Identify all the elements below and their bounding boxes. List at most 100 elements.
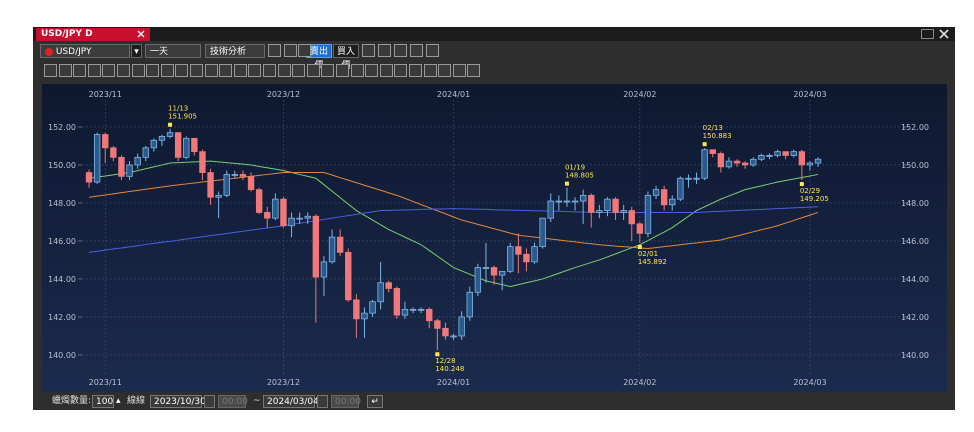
candle-body — [312, 215, 320, 278]
candle-body — [482, 267, 490, 269]
drawing-tool-icon[interactable] — [102, 64, 116, 77]
y-tick-label: 152.00 — [48, 123, 76, 132]
end-calendar[interactable] — [317, 395, 328, 408]
candle-body — [223, 174, 230, 196]
tool-icon[interactable] — [378, 44, 391, 57]
start-date[interactable]: 2023/10/30 — [150, 395, 206, 408]
tool-icon[interactable] — [362, 44, 375, 57]
candle-body — [652, 189, 660, 196]
period-select[interactable]: 一天 — [145, 44, 201, 58]
tab[interactable]: USD/JPY D — [36, 28, 150, 41]
y-tick-label: 148.00 — [901, 199, 929, 208]
x-tick-label: 2023/11 — [89, 90, 122, 99]
x-tick-label: 2023/12 — [267, 378, 300, 387]
flag-icon — [45, 47, 53, 56]
candle-body — [725, 160, 733, 168]
apply-button[interactable]: ↵ — [367, 395, 383, 408]
drawing-tool-icon[interactable] — [306, 64, 320, 77]
annotation-value: 150.883 — [703, 132, 732, 140]
drawing-tool-icon[interactable] — [292, 64, 306, 77]
drawing-tool-icon[interactable] — [204, 64, 218, 77]
count-stepper[interactable]: ▴ — [116, 396, 121, 406]
y-tick-label: 140.00 — [48, 351, 76, 360]
candle-body — [134, 156, 141, 166]
candle-body — [588, 194, 595, 213]
drawing-tool-icon[interactable] — [58, 64, 72, 77]
drawing-tool-icon[interactable] — [44, 64, 57, 77]
candle-body — [636, 223, 644, 234]
candle-body — [782, 151, 789, 156]
drawing-tool-icon[interactable] — [87, 64, 101, 77]
tool-icon[interactable] — [426, 44, 439, 57]
end-date[interactable]: 2024/03/04 — [263, 395, 319, 408]
candle-body — [409, 308, 417, 311]
candle-body — [466, 291, 473, 318]
drawing-tool-icon[interactable] — [277, 64, 291, 77]
dropdown-arrow[interactable]: ▾ — [131, 44, 142, 58]
drawing-tool-icon[interactable] — [409, 64, 422, 77]
close-button[interactable] — [939, 29, 949, 39]
annotation-value: 148.805 — [565, 172, 594, 180]
drawing-tool-icon[interactable] — [365, 64, 379, 77]
candle-body — [191, 137, 198, 153]
candle-body — [450, 335, 457, 338]
x-tick-label: 2023/12 — [267, 90, 300, 99]
drawing-tool-icon[interactable] — [452, 64, 466, 77]
drawing-tool-icon[interactable] — [160, 64, 174, 77]
tool-icon[interactable] — [394, 44, 407, 57]
drawing-tool-icon[interactable] — [146, 64, 160, 77]
candle-body — [264, 212, 271, 219]
drawing-tool-icon[interactable] — [175, 64, 189, 77]
annotation-marker — [435, 352, 440, 357]
tool-icon[interactable] — [284, 44, 297, 57]
candle-body — [231, 174, 239, 176]
tab-close[interactable] — [137, 30, 145, 38]
candle-body — [434, 320, 441, 329]
drawing-tool-icon[interactable] — [336, 64, 349, 77]
drawing-tool-icon[interactable] — [219, 64, 233, 77]
x-tick-label: 2024/03 — [793, 378, 826, 387]
count-label: 蠟燭數量: — [52, 396, 92, 406]
drawing-tool-icon[interactable] — [423, 64, 437, 77]
candle-body — [709, 149, 716, 154]
candle-body — [353, 299, 360, 320]
candle-body — [531, 246, 538, 263]
drawing-tool-icon[interactable] — [190, 64, 203, 77]
tool-icon[interactable] — [298, 44, 311, 57]
candle-body — [806, 162, 814, 166]
candle-body — [741, 162, 749, 166]
x-tick-label: 2024/01 — [437, 378, 470, 387]
tool-icon[interactable] — [268, 44, 281, 57]
drawing-tool-icon[interactable] — [117, 64, 130, 77]
drawing-tool-icon[interactable] — [394, 64, 408, 77]
candle-body — [458, 316, 465, 337]
drawing-tool-icon[interactable] — [131, 64, 145, 77]
candle-body — [571, 200, 579, 203]
count-select[interactable]: 100 — [92, 395, 114, 408]
start-calendar[interactable] — [204, 395, 215, 408]
tool-icon[interactable] — [410, 44, 423, 57]
candle-body — [523, 253, 530, 263]
drawing-tool-icon[interactable] — [263, 64, 276, 77]
drawing-tool-icon[interactable] — [379, 64, 393, 77]
drawing-tool-icon[interactable] — [248, 64, 262, 77]
candle-body — [701, 149, 708, 179]
y-tick-label: 146.00 — [901, 237, 929, 246]
candle-body — [377, 282, 384, 303]
symbol-label: USD/JPY — [55, 47, 92, 57]
candle-body — [628, 210, 635, 225]
drawing-tool-icon[interactable] — [233, 64, 247, 77]
symbol-select[interactable]: USD/JPY — [40, 44, 130, 58]
ask-button[interactable]: 買入價 — [333, 44, 359, 71]
drawing-tool-icon[interactable] — [350, 64, 364, 77]
x-tick-label: 2023/11 — [89, 378, 122, 387]
drawing-tool-icon[interactable] — [467, 64, 481, 77]
candle-body — [693, 177, 700, 180]
drawing-tool-icon[interactable] — [73, 64, 87, 77]
chart-panel: 140.00 140.00 142.00 142.00 144.00 144.00 146.… — [42, 84, 947, 392]
annotation-date: 02/29 — [800, 187, 820, 195]
analysis-select[interactable]: 技術分析 — [205, 44, 265, 58]
drawing-tool-icon[interactable] — [438, 64, 452, 77]
drawing-tool-icon[interactable] — [321, 64, 335, 77]
maximize-button[interactable] — [921, 29, 934, 39]
